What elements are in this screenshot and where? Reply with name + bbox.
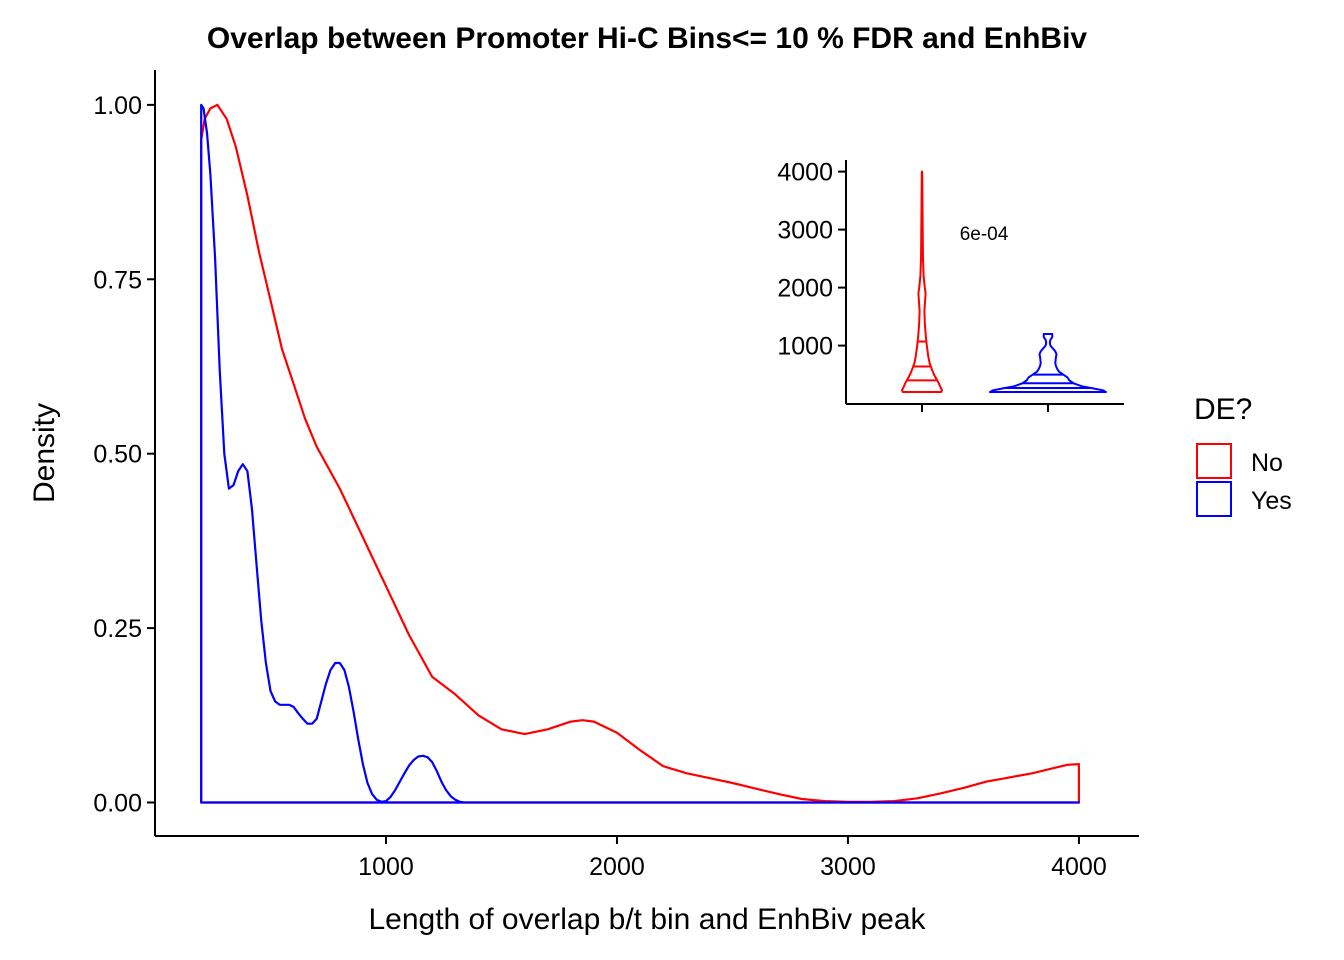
density-plot: 0.00 0.25 0.50 0.75 1.00 1000 2000 3000 4000 Le… — [28, 70, 1139, 936]
inset-y-tick-label: 3000 — [777, 217, 833, 245]
inset-y-axis-ticks: 1000 2000 3000 4000 — [777, 159, 846, 361]
violin-no — [901, 170, 943, 393]
x-tick-label: 2000 — [589, 853, 645, 881]
violin-inset-plot: 1000 2000 3000 4000 6e-04 — [777, 159, 1124, 412]
inset-y-tick-label: 2000 — [777, 275, 833, 303]
inset-y-tick-label: 1000 — [777, 333, 833, 361]
y-tick-label: 0.50 — [93, 441, 142, 469]
y-axis-ticks: 0.00 0.25 0.50 0.75 1.00 — [93, 92, 155, 818]
x-tick-label: 1000 — [358, 853, 414, 881]
inset-x-axis-ticks — [921, 404, 1049, 412]
legend-key-yes — [1196, 481, 1232, 517]
x-tick-label: 3000 — [820, 853, 876, 881]
legend-entries: No Yes — [1196, 443, 1292, 517]
density-line-yes — [200, 103, 1080, 804]
inset-violins — [901, 170, 1107, 393]
x-axis-ticks: 1000 2000 3000 4000 — [358, 836, 1107, 881]
y-axis-title: Density — [28, 403, 61, 503]
y-tick-label: 1.00 — [93, 92, 142, 120]
legend-title: DE? — [1194, 393, 1252, 426]
chart-title: Overlap between Promoter Hi-C Bins<= 10 … — [207, 22, 1088, 55]
p-value-annotation: 6e-04 — [960, 224, 1009, 245]
y-tick-label: 0.25 — [93, 615, 142, 643]
legend-label-no: No — [1251, 449, 1283, 477]
x-tick-label: 4000 — [1051, 853, 1107, 881]
legend: DE? No Yes — [1194, 393, 1292, 517]
density-line-no — [200, 103, 1080, 804]
inset-y-tick-label: 4000 — [777, 159, 833, 187]
density-series — [200, 103, 1080, 804]
violin-yes — [989, 333, 1107, 393]
x-axis-title: Length of overlap b/t bin and EnhBiv pea… — [368, 903, 926, 936]
y-tick-label: 0.75 — [93, 266, 142, 294]
y-tick-label: 0.00 — [93, 790, 142, 818]
legend-label-yes: Yes — [1251, 487, 1292, 515]
legend-key-no — [1196, 443, 1232, 479]
